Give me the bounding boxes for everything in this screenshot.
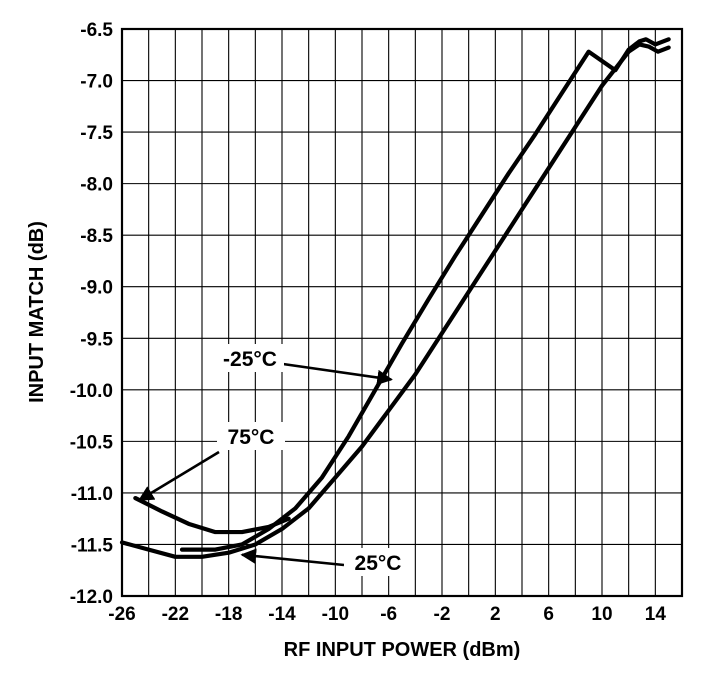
x-axis-title: RF INPUT POWER (dBm) [284, 639, 521, 661]
y-tick-label: -12.0 [70, 587, 113, 608]
y-tick-label: -6.5 [80, 20, 113, 41]
y-tick-label: -11.0 [71, 484, 113, 505]
callout-arrow-75-c [137, 450, 220, 502]
callout-arrow-25-c [240, 548, 345, 567]
y-tick-label: -8.0 [80, 175, 113, 196]
series-line-25-c [179, 37, 671, 552]
x-tick-label: -6 [380, 604, 397, 625]
series-line-75-c [133, 495, 291, 535]
callout-label-25-c: -25°C [223, 348, 277, 371]
x-tick-label: -14 [268, 604, 296, 625]
y-tick-label: -7.0 [80, 72, 113, 93]
series-line-25-c [119, 42, 671, 559]
x-tick-label: -2 [434, 604, 451, 625]
x-tick-label: 14 [645, 604, 667, 625]
callout-label-bg [344, 548, 412, 576]
x-tick-label: 10 [591, 604, 612, 625]
callout-label-25-c: 25°C [355, 552, 402, 575]
x-tick-label: -26 [108, 604, 135, 625]
x-tick-label: -22 [162, 604, 189, 625]
y-tick-label: -10.5 [70, 432, 114, 453]
grid-lines [122, 29, 682, 596]
series-lines [119, 37, 671, 559]
x-tick-label: -10 [322, 604, 349, 625]
y-axis-title: INPUT MATCH (dB) [26, 221, 48, 403]
y-tick-label: -7.5 [80, 123, 113, 144]
callout-arrow-25-c [282, 362, 393, 386]
x-tick-label: 2 [490, 604, 501, 625]
y-tick-label: -10.0 [70, 381, 113, 402]
annotations: -25°C 75°C 25°C [137, 344, 412, 576]
x-tick-label: 6 [543, 604, 554, 625]
plot-frame [120, 27, 684, 598]
tick-labels: -26 -22 -18 -14 -10 -6 -2 2 6 10 14-6.5-7.0-7.5-8.… [70, 20, 667, 625]
callout-label-bg [217, 422, 285, 450]
callout-label-bg [216, 344, 284, 372]
x-tick-label: -18 [215, 604, 242, 625]
y-tick-label: -8.5 [80, 226, 113, 247]
y-tick-label: -11.5 [71, 535, 114, 556]
y-tick-label: -9.0 [80, 278, 113, 299]
y-tick-label: -9.5 [80, 329, 113, 350]
callout-label-75-c: 75°C [228, 426, 275, 449]
